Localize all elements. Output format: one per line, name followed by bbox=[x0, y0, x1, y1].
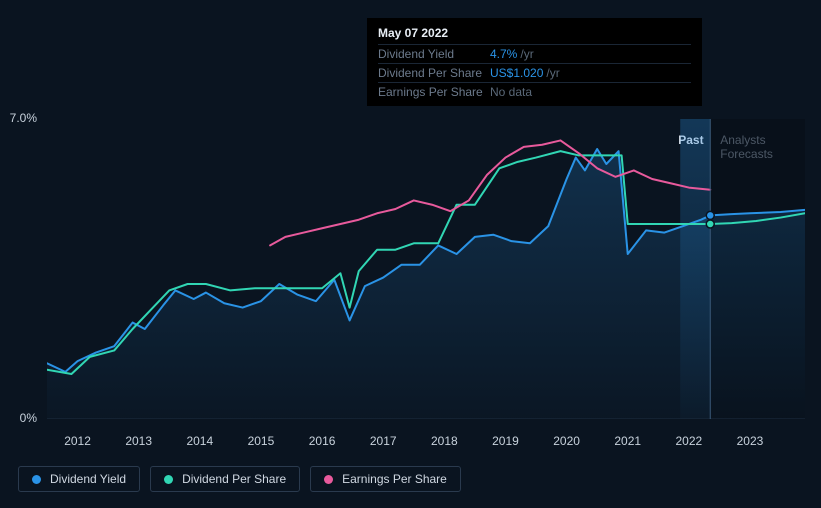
chart-tooltip: May 07 2022 Dividend Yield4.7%/yrDividen… bbox=[367, 18, 702, 106]
chart-legend: Dividend Yield Dividend Per Share Earnings… bbox=[18, 466, 461, 492]
legend-swatch bbox=[324, 475, 333, 484]
x-axis-tick: 2021 bbox=[614, 434, 641, 448]
legend-item[interactable]: Dividend Yield bbox=[18, 466, 140, 492]
legend-label: Dividend Per Share bbox=[182, 472, 286, 486]
tooltip-row-value: No data bbox=[490, 85, 532, 99]
tooltip-row-label: Dividend Per Share bbox=[378, 66, 490, 80]
x-axis-tick: 2019 bbox=[492, 434, 519, 448]
tooltip-row-suffix: /yr bbox=[520, 47, 533, 61]
chart-container: May 07 2022 Dividend Yield4.7%/yrDividen… bbox=[0, 0, 821, 508]
x-axis-tick: 2014 bbox=[186, 434, 213, 448]
y-axis-label: 0% bbox=[20, 411, 37, 425]
legend-item[interactable]: Dividend Per Share bbox=[150, 466, 300, 492]
x-axis-tick: 2022 bbox=[675, 434, 702, 448]
legend-swatch bbox=[164, 475, 173, 484]
line-chart[interactable] bbox=[47, 119, 805, 419]
x-axis-tick: 2020 bbox=[553, 434, 580, 448]
tooltip-rows: Dividend Yield4.7%/yrDividend Per ShareU… bbox=[378, 44, 691, 101]
tooltip-row-label: Earnings Per Share bbox=[378, 85, 490, 99]
legend-label: Earnings Per Share bbox=[342, 472, 447, 486]
tooltip-row-value: 4.7% bbox=[490, 47, 517, 61]
tooltip-row-label: Dividend Yield bbox=[378, 47, 490, 61]
legend-label: Dividend Yield bbox=[50, 472, 126, 486]
dividend_yield-marker bbox=[706, 211, 714, 219]
dividend_per_share-marker bbox=[706, 220, 714, 228]
x-axis-tick: 2017 bbox=[370, 434, 397, 448]
legend-item[interactable]: Earnings Per Share bbox=[310, 466, 461, 492]
x-axis-tick: 2016 bbox=[309, 434, 336, 448]
x-axis-tick: 2012 bbox=[64, 434, 91, 448]
legend-swatch bbox=[32, 475, 41, 484]
y-axis-label: 7.0% bbox=[10, 111, 37, 125]
x-axis-tick: 2018 bbox=[431, 434, 458, 448]
tooltip-date: May 07 2022 bbox=[378, 26, 691, 44]
earnings_per_share-line bbox=[270, 140, 710, 245]
tooltip-row-suffix: /yr bbox=[546, 66, 559, 80]
tooltip-row: Dividend Per ShareUS$1.020/yr bbox=[378, 63, 691, 82]
tooltip-row: Dividend Yield4.7%/yr bbox=[378, 44, 691, 63]
x-axis-tick: 2023 bbox=[737, 434, 764, 448]
tooltip-row: Earnings Per ShareNo data bbox=[378, 82, 691, 101]
x-axis-tick: 2013 bbox=[125, 434, 152, 448]
tooltip-row-value: US$1.020 bbox=[490, 66, 543, 80]
x-axis-tick: 2015 bbox=[248, 434, 275, 448]
